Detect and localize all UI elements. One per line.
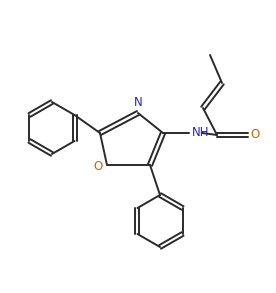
Text: NH: NH bbox=[192, 127, 209, 139]
Text: N: N bbox=[134, 96, 142, 109]
Text: O: O bbox=[94, 161, 103, 173]
Text: O: O bbox=[250, 129, 259, 142]
